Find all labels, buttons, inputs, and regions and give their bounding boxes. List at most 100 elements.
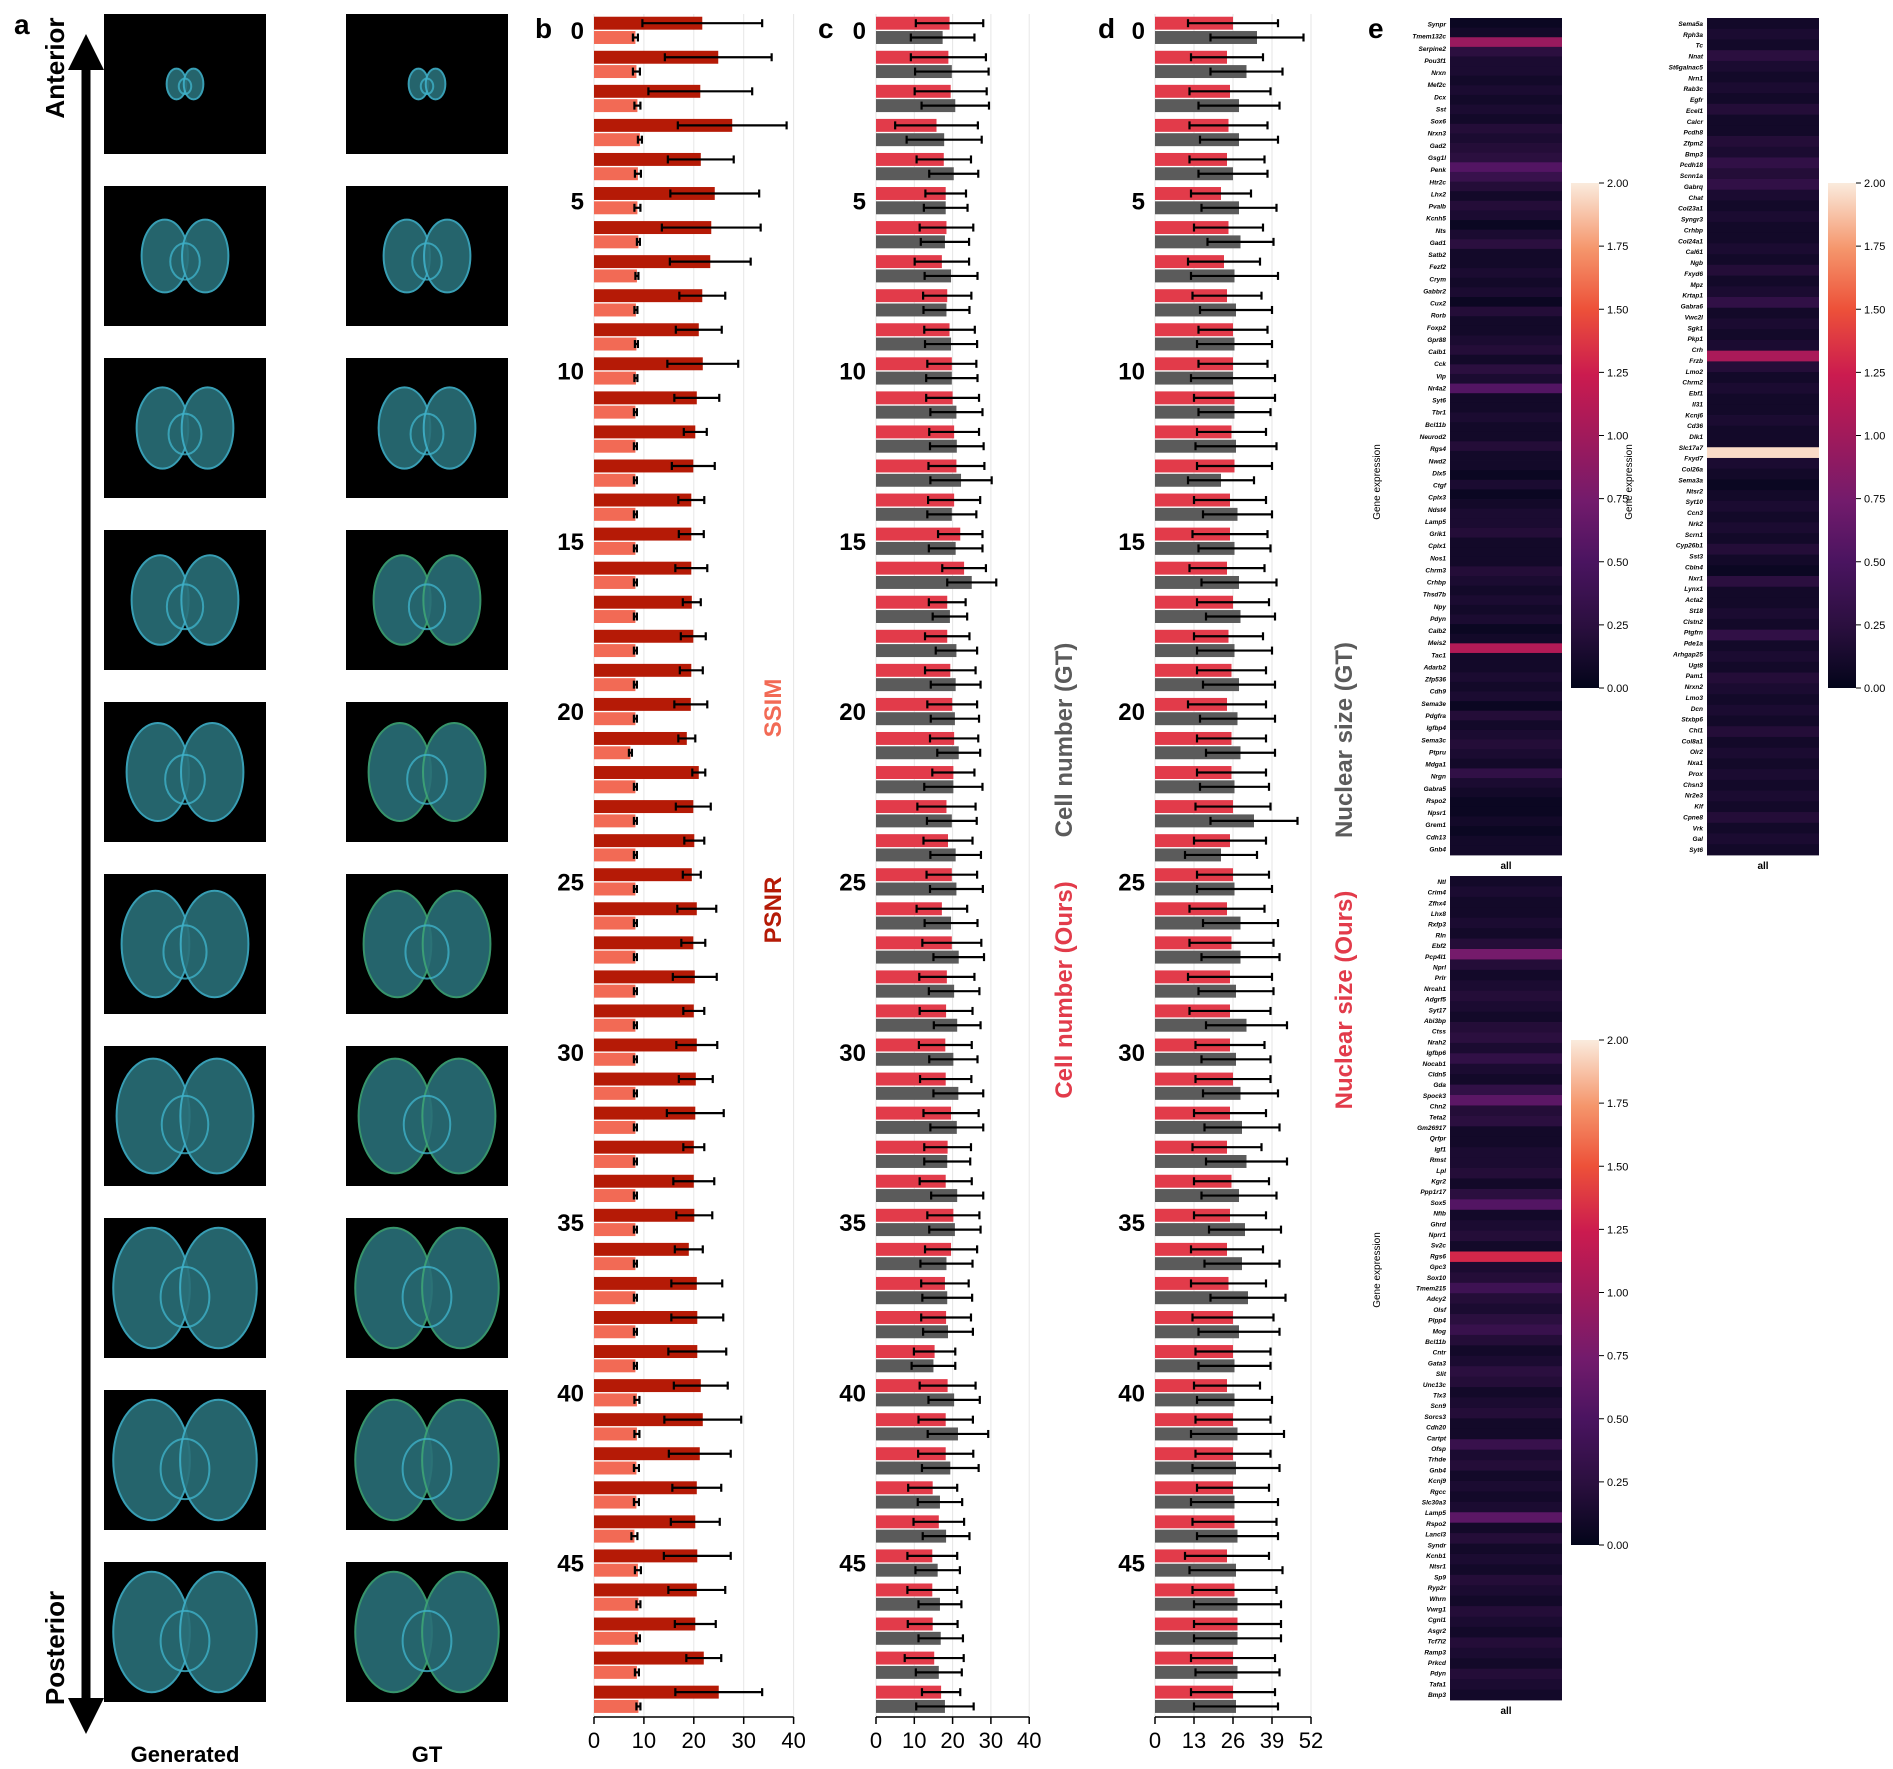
gene-label: Olsf	[1433, 1307, 1446, 1314]
gene-label: Ptpru	[1429, 749, 1446, 756]
bar-gt	[1155, 133, 1239, 147]
heatmap-cell	[1707, 629, 1819, 641]
bar-gt	[1155, 712, 1238, 726]
gene-label: Sst3	[1689, 554, 1703, 561]
heatmap-cell	[1450, 1355, 1562, 1367]
heatmap-cell	[1707, 533, 1819, 545]
gene-label: Serpine2	[1419, 46, 1447, 53]
category-tick-label: 35	[557, 1210, 584, 1237]
brain-section-tile	[346, 14, 508, 154]
colorbar-gradient	[1828, 183, 1856, 688]
bar-ours	[876, 1515, 939, 1529]
heatmap-cell	[1450, 1220, 1562, 1232]
heatmap-cell	[1450, 701, 1562, 712]
heatmap-cell	[1450, 143, 1562, 154]
bar-gt	[1155, 507, 1238, 521]
x-tick-label: 10	[902, 1728, 926, 1753]
gene-label: Gad2	[1430, 143, 1447, 150]
heatmap-cell	[1450, 1230, 1562, 1242]
bar-gt	[1155, 916, 1241, 930]
gene-label: Rab3c	[1683, 86, 1703, 93]
brain-section-tile	[346, 702, 508, 842]
gene-label: Gata3	[1428, 1360, 1446, 1367]
gene-label: Nos1	[1430, 555, 1446, 562]
gene-label: Syt10	[1686, 499, 1704, 506]
bar-ssim	[594, 1495, 637, 1509]
bar-gt	[1155, 1291, 1248, 1305]
bar-ssim	[594, 235, 639, 249]
bar-ssim	[594, 1257, 636, 1271]
bar-ours	[876, 1413, 946, 1427]
bar-gt	[1155, 1052, 1236, 1066]
legend-cell-number-ours: Cell number (Ours)	[1051, 881, 1078, 1098]
bar-psnr	[594, 1583, 697, 1597]
heatmap-cell	[1450, 949, 1562, 960]
heatmap-cell	[1450, 133, 1562, 144]
heatmap-cell	[1707, 103, 1819, 115]
heatmap-cell	[1707, 393, 1819, 405]
gene-label: Grik1	[1429, 531, 1446, 538]
gene-label: Lmo3	[1686, 695, 1704, 702]
heatmap-cell	[1450, 1533, 1562, 1544]
heatmap-cell	[1450, 56, 1562, 67]
gene-label: Syt6	[1432, 398, 1446, 405]
bar-gt	[1155, 780, 1235, 794]
heatmap-cell	[1707, 18, 1819, 30]
bar-gt	[876, 780, 954, 794]
bar-gt	[1155, 1086, 1241, 1100]
gene-label: Pvalb	[1429, 204, 1446, 211]
heatmap-cell	[1707, 297, 1819, 309]
gene-label: Gabra5	[1424, 786, 1447, 793]
bar-ours	[1155, 1072, 1233, 1086]
heatmap-cell	[1707, 812, 1819, 824]
gene-label: Prlr	[1435, 975, 1447, 982]
gene-label: Cd36	[1687, 423, 1703, 430]
gene-label: St6galnac5	[1669, 64, 1704, 71]
heatmap-cell	[1707, 457, 1819, 470]
gene-label: Gda	[1433, 1082, 1446, 1089]
bar-gt	[1155, 882, 1235, 896]
heatmap-cell	[1450, 1157, 1562, 1169]
bar-ours	[876, 459, 957, 473]
heatmap-cell	[1707, 468, 1819, 480]
heatmap-cell	[1450, 66, 1562, 77]
colorbar: 0.00 0.25 0.50 0.75 1.00 1.25 1.50 1.75 2.00	[1828, 178, 1885, 695]
heatmap-cell	[1450, 917, 1562, 929]
brain-section-tile	[346, 1218, 508, 1358]
heatmap-cell	[1450, 393, 1562, 404]
colorbar-tick-label: 0.50	[1864, 557, 1885, 569]
x-tick-label: 0	[1149, 1728, 1161, 1753]
bar-gt	[1155, 1223, 1245, 1237]
gene-label: Gabra6	[1681, 304, 1704, 311]
bar-ssim	[594, 1018, 636, 1032]
bar-gt	[876, 439, 957, 453]
heatmap-cell	[1450, 806, 1562, 817]
bar-psnr	[594, 1685, 719, 1699]
gene-label: Calb1	[1428, 349, 1446, 356]
heatmap-cell	[1707, 640, 1819, 652]
gene-label: Unc13c	[1423, 1382, 1447, 1389]
gene-label: Bcl11b	[1425, 422, 1446, 429]
gene-label: Olr2	[1690, 749, 1703, 756]
brain-section-tile	[104, 1390, 266, 1530]
heatmap-cell	[1707, 178, 1819, 191]
bar-gt	[876, 337, 952, 351]
heatmap-cell	[1450, 1136, 1562, 1148]
brain-section-tile	[104, 186, 266, 326]
gene-label: Lamp5	[1425, 1510, 1446, 1517]
gene-label: Rgs6	[1430, 1253, 1446, 1260]
heatmap-cell	[1450, 316, 1562, 327]
bar-gt	[1155, 31, 1257, 44]
gene-label: Bmp3	[1428, 1692, 1446, 1699]
heatmap-cell	[1450, 835, 1562, 846]
heatmap-cell	[1450, 886, 1562, 898]
gene-label: Igf1	[1434, 1146, 1446, 1153]
category-tick-label: 30	[1118, 1040, 1145, 1067]
bar-gt	[1155, 167, 1233, 181]
bar-psnr	[594, 902, 697, 916]
gene-label: Mog	[1433, 1328, 1446, 1335]
heatmap-cell	[1450, 758, 1562, 769]
bar-ssim	[594, 1120, 636, 1134]
bar-psnr	[594, 663, 692, 677]
bar-gt	[876, 814, 952, 828]
